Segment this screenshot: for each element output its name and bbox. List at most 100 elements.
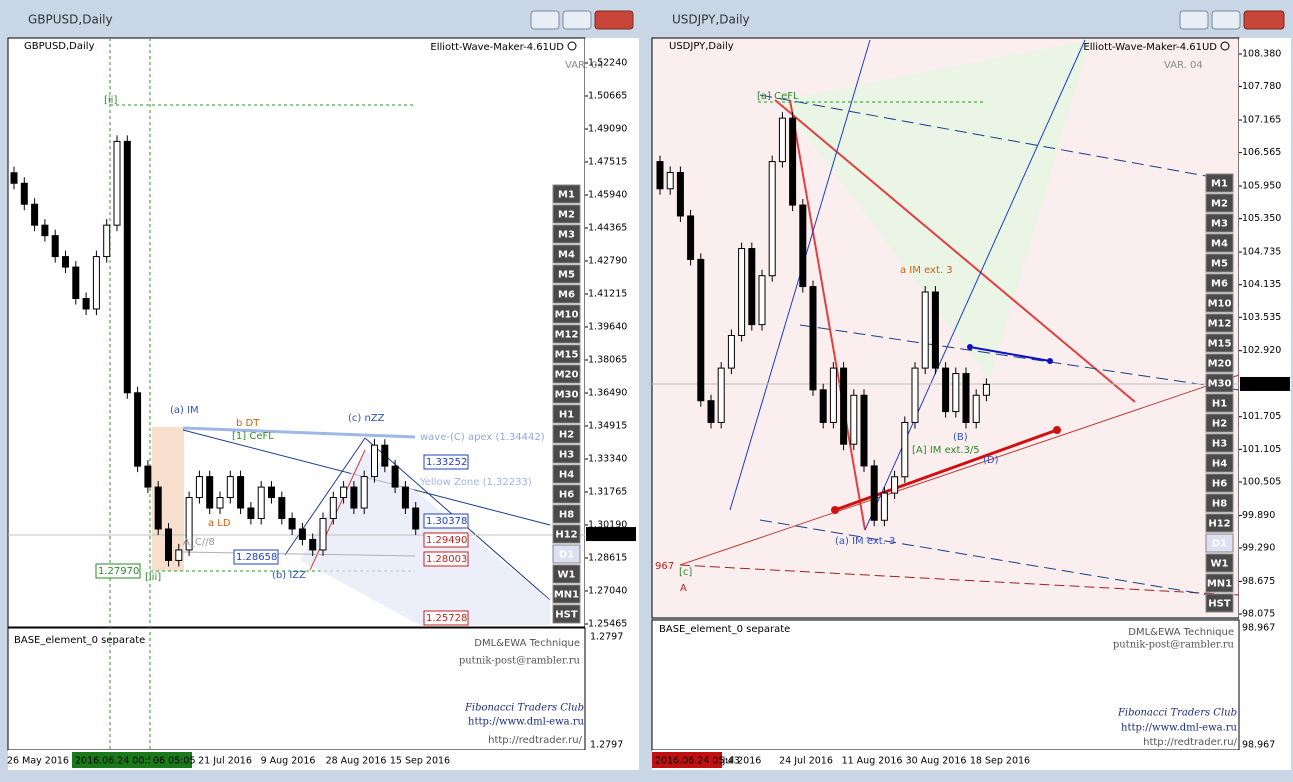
timeframe-button[interactable] xyxy=(552,424,581,444)
timeframe-label[interactable]: W1 xyxy=(1211,559,1229,570)
timeframe-button[interactable] xyxy=(1205,353,1234,373)
lower-pane xyxy=(7,627,586,751)
timeframe-label[interactable]: M20 xyxy=(555,370,579,381)
timeframe-label[interactable]: H4 xyxy=(559,470,574,481)
timeframe-button[interactable] xyxy=(552,464,581,484)
timeframe-label[interactable]: H4 xyxy=(1212,459,1227,470)
timeframe-button[interactable] xyxy=(1205,493,1234,513)
timeframe-button[interactable] xyxy=(1205,573,1234,593)
timeframe-button[interactable] xyxy=(552,244,581,264)
timeframe-button[interactable] xyxy=(552,504,581,524)
timeframe-label[interactable]: M1 xyxy=(1211,179,1228,190)
timeframe-label[interactable]: M30 xyxy=(1208,379,1232,390)
timeframe-label[interactable]: M15 xyxy=(1208,339,1232,350)
wave-annotation: (B) xyxy=(953,432,968,443)
timeframe-label[interactable]: MN1 xyxy=(554,590,579,601)
timeframe-label[interactable]: D1 xyxy=(1212,539,1227,550)
timeframe-button[interactable] xyxy=(1205,213,1234,233)
timeframe-label[interactable]: M15 xyxy=(555,350,579,361)
timeframe-label[interactable]: HST xyxy=(555,610,578,621)
timeframe-label[interactable]: H1 xyxy=(1212,399,1227,410)
timeframe-label[interactable]: H3 xyxy=(559,450,574,461)
timeframe-label[interactable]: M12 xyxy=(1208,319,1232,330)
timeframe-button[interactable] xyxy=(552,384,581,404)
price-box xyxy=(423,610,469,626)
timeframe-button[interactable] xyxy=(1205,233,1234,253)
window-buttons[interactable] xyxy=(530,10,1285,30)
timeframe-button[interactable] xyxy=(552,604,581,624)
date-highlight xyxy=(150,752,192,768)
timeframe-button[interactable] xyxy=(1205,413,1234,433)
timeframe-label[interactable]: M6 xyxy=(558,290,575,301)
timeframe-button[interactable] xyxy=(1205,533,1234,553)
timeframe-label[interactable]: H1 xyxy=(559,410,574,421)
timeframe-label[interactable]: H12 xyxy=(1208,519,1230,530)
timeframe-label[interactable]: H2 xyxy=(1212,419,1227,430)
wave-annotation: (a) IM ext. 3 xyxy=(835,536,895,547)
timeframe-label[interactable]: M30 xyxy=(555,390,579,401)
timeframe-button[interactable] xyxy=(552,564,581,584)
candle xyxy=(154,486,162,530)
timeframe-button[interactable] xyxy=(1205,253,1234,273)
timeframe-label[interactable]: M2 xyxy=(1211,199,1228,210)
timeframe-button[interactable] xyxy=(552,264,581,284)
timeframe-button[interactable] xyxy=(552,524,581,544)
timeframe-label[interactable]: H8 xyxy=(559,510,574,521)
timeframe-label[interactable]: M4 xyxy=(558,250,575,261)
timeframe-button[interactable] xyxy=(1205,173,1234,193)
timeframe-label[interactable]: H3 xyxy=(1212,439,1227,450)
timeframe-label[interactable]: D1 xyxy=(559,550,574,561)
timeframe-label[interactable]: H6 xyxy=(1212,479,1227,490)
timeframe-label[interactable]: M10 xyxy=(555,310,579,321)
timeframe-button[interactable] xyxy=(552,224,581,244)
timeframe-label[interactable]: M12 xyxy=(555,330,579,341)
timeframe-label[interactable]: H2 xyxy=(559,430,574,441)
timeframe-button[interactable] xyxy=(1205,333,1234,353)
price-box-label: 1.27970 xyxy=(98,566,139,577)
timeframe-label[interactable]: H6 xyxy=(559,490,574,501)
timeframe-button[interactable] xyxy=(1205,433,1234,453)
timeframe-button[interactable] xyxy=(1205,453,1234,473)
timeframe-button[interactable] xyxy=(1205,473,1234,493)
timeframe-button[interactable] xyxy=(552,324,581,344)
timeframe-label[interactable]: M5 xyxy=(1211,259,1228,270)
price-tick-label: 1.41215 xyxy=(588,289,627,300)
timeframe-button[interactable] xyxy=(552,364,581,384)
timeframe-button[interactable] xyxy=(552,284,581,304)
candle xyxy=(717,367,725,423)
timeframe-label[interactable]: M20 xyxy=(1208,359,1232,370)
timeframe-button[interactable] xyxy=(552,344,581,364)
timeframe-label[interactable]: M4 xyxy=(1211,239,1228,250)
candle xyxy=(195,476,203,499)
timeframe-label[interactable]: H8 xyxy=(1212,499,1227,510)
timeframe-button[interactable] xyxy=(1205,293,1234,313)
timeframe-button[interactable] xyxy=(552,484,581,504)
timeframe-label[interactable]: M3 xyxy=(558,230,575,241)
timeframe-label[interactable]: MN1 xyxy=(1207,579,1232,590)
timeframe-label[interactable]: HST xyxy=(1208,599,1231,610)
timeframe-button[interactable] xyxy=(1205,393,1234,413)
timeframe-button[interactable] xyxy=(552,404,581,424)
timeframe-button[interactable] xyxy=(1205,593,1234,613)
timeframe-label[interactable]: M3 xyxy=(1211,219,1228,230)
timeframe-button[interactable] xyxy=(1205,273,1234,293)
timeframe-label[interactable]: M5 xyxy=(558,270,575,281)
timeframe-button[interactable] xyxy=(1205,373,1234,393)
timeframe-label[interactable]: H12 xyxy=(555,530,577,541)
timeframe-label[interactable]: M1 xyxy=(558,190,575,201)
timeframe-button[interactable] xyxy=(552,544,581,564)
timeframe-label[interactable]: M6 xyxy=(1211,279,1228,290)
timeframe-label[interactable]: W1 xyxy=(558,570,576,581)
pane-label: BASE_element_0 separate xyxy=(14,635,145,646)
timeframe-button[interactable] xyxy=(1205,553,1234,573)
timeframe-button[interactable] xyxy=(552,304,581,324)
timeframe-label[interactable]: M2 xyxy=(558,210,575,221)
timeframe-button[interactable] xyxy=(1205,313,1234,333)
timeframe-label[interactable]: M10 xyxy=(1208,299,1232,310)
timeframe-button[interactable] xyxy=(552,444,581,464)
timeframe-button[interactable] xyxy=(1205,513,1234,533)
timeframe-button[interactable] xyxy=(552,584,581,604)
timeframe-button[interactable] xyxy=(552,204,581,224)
timeframe-button[interactable] xyxy=(1205,193,1234,213)
timeframe-button[interactable] xyxy=(552,184,581,204)
